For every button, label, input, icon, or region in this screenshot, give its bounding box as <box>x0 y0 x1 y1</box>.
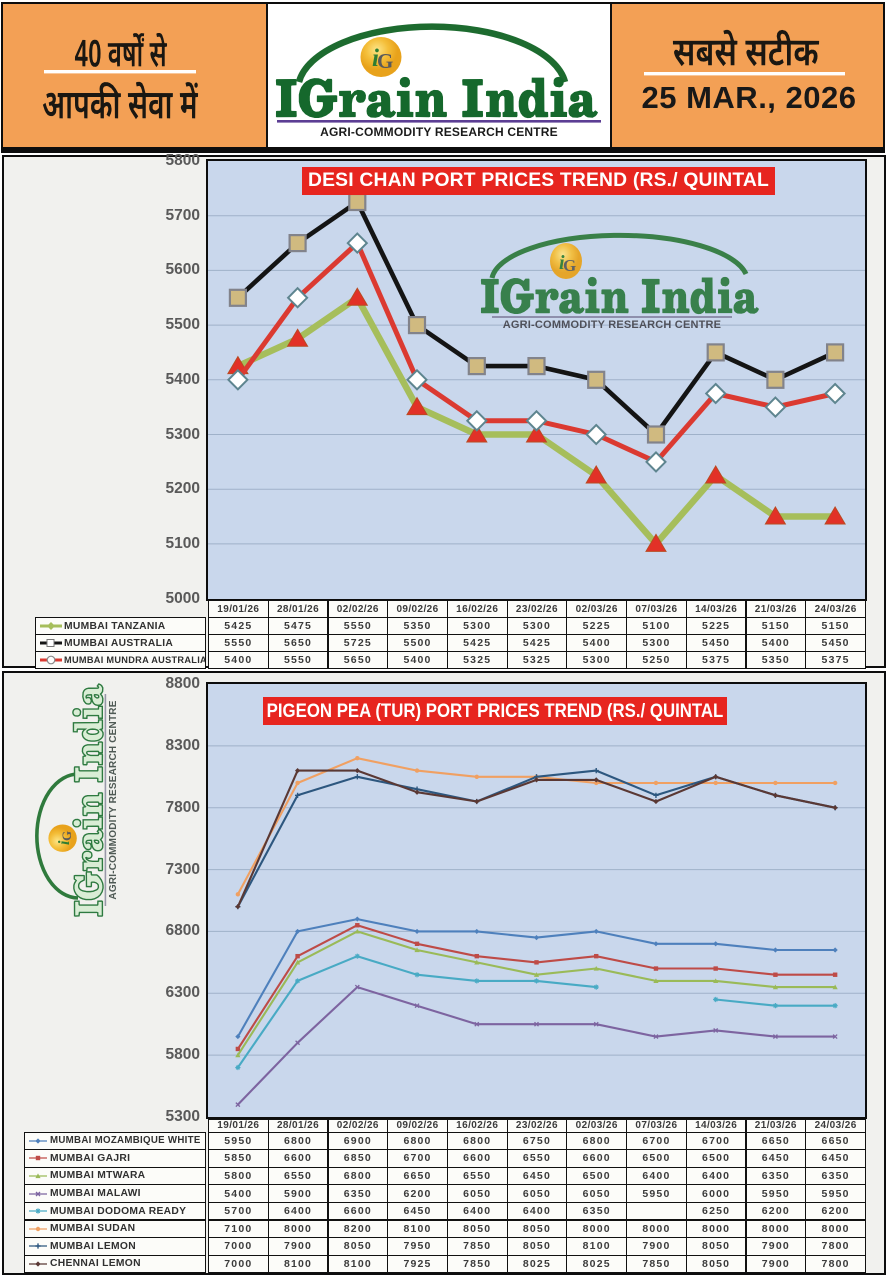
svg-text:AGRI-COMMODITY RESEARCH CENTRE: AGRI-COMMODITY RESEARCH CENTRE <box>108 700 119 899</box>
svg-text:G: G <box>59 831 74 841</box>
svg-text:AGRI-COMMODITY RESEARCH CENTRE: AGRI-COMMODITY RESEARCH CENTRE <box>503 319 721 331</box>
svg-text:i: i <box>56 840 73 845</box>
svg-text:G: G <box>563 256 576 275</box>
svg-text:AGRI-COMMODITY RESEARCH CENTRE: AGRI-COMMODITY RESEARCH CENTRE <box>320 125 558 139</box>
svg-text:i: i <box>559 252 565 274</box>
svg-text:i: i <box>372 45 379 72</box>
svg-text:G: G <box>377 49 393 73</box>
